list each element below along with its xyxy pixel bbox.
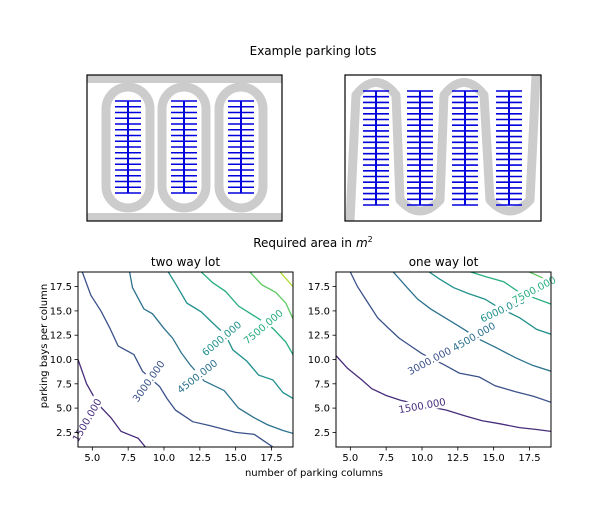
x-tick-label: 10.0 [411,453,433,464]
y-tick-label: 15.0 [50,306,72,317]
lot-border [86,74,283,222]
y-tick-label: 15.0 [308,306,330,317]
contour-line-9000 [249,272,293,319]
y-tick-label: 2.5 [314,428,330,439]
x-tick-label: 5.0 [342,453,358,464]
one-way-lot-illustration [344,74,542,222]
y-tick-label: 12.5 [308,331,330,342]
contour-line-1500 [78,359,146,447]
one-way-aisle [345,74,541,222]
figure-title: Example parking lots [250,44,377,58]
lot-border [344,74,542,222]
y-tick-label: 12.5 [50,331,72,342]
contour-line-7500 [200,272,293,355]
y-tick-label: 5.0 [314,404,330,415]
subtitle-text: Required area in [253,236,352,250]
x-tick-label: 15.0 [483,453,505,464]
aisle-loop [157,82,211,213]
y-tick-label: 2.5 [56,428,72,439]
subplot-title: one way lot [409,255,479,269]
subtitle-unit: m [356,236,368,250]
contour-line-3000 [81,272,274,447]
contour-lines [78,272,293,447]
x-tick-label: 10.0 [153,453,175,464]
x-tick-label: 17.5 [518,453,540,464]
subplot-title: two way lot [151,255,220,269]
y-tick-label: 17.5 [50,282,72,293]
figure-subtitle: Required area in m2 [253,235,373,250]
road-bottom [87,213,282,221]
x-tick-label: 12.5 [447,453,469,464]
road-top [87,75,282,83]
y-tick-label: 7.5 [314,379,330,390]
x-tick-label: 15.0 [225,453,247,464]
subtitle-exponent: 2 [368,235,373,244]
contour-line-4500 [392,272,551,372]
contour-line-6000 [167,272,293,399]
contour-line-10500 [279,272,293,288]
x-tick-label: 12.5 [189,453,211,464]
x-tick-label: 5.0 [84,453,100,464]
y-tick-label: 10.0 [50,355,72,366]
aisle-loop [214,82,268,213]
x-axis-label: number of parking columns [245,468,383,479]
y-tick-label: 17.5 [308,282,330,293]
x-tick-label: 7.5 [120,453,136,464]
contour-line-4500 [128,272,293,435]
contour-line-3000 [349,272,551,403]
aisle-loop [101,82,155,213]
contour-line-6000 [428,272,551,335]
y-tick-label: 5.0 [56,404,72,415]
contour-line-7500 [470,272,551,305]
two-way-lot-illustration [86,74,283,222]
y-axis-label: parking bays per column [39,284,50,408]
x-tick-label: 17.5 [260,453,282,464]
y-tick-label: 7.5 [56,379,72,390]
y-tick-label: 10.0 [308,355,330,366]
x-tick-label: 7.5 [378,453,394,464]
